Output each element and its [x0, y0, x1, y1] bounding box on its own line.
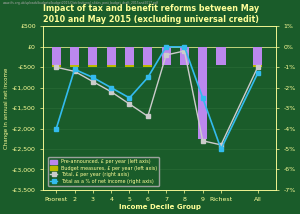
- Bar: [106, 47, 116, 65]
- Bar: [143, 65, 152, 67]
- Legend: Pre-announced, £ per year (left axis), Budget measures, £ per year (left axis), : Pre-announced, £ per year (left axis), B…: [48, 158, 159, 186]
- Bar: [125, 47, 134, 65]
- Bar: [70, 47, 79, 65]
- Bar: [161, 47, 171, 65]
- Bar: [88, 65, 98, 67]
- Bar: [143, 47, 152, 65]
- Bar: [125, 65, 134, 67]
- Bar: [216, 47, 226, 65]
- X-axis label: Income Decile Group: Income Decile Group: [119, 204, 201, 210]
- Bar: [70, 65, 79, 67]
- Bar: [106, 65, 116, 67]
- Text: www.ifs.org.uk/uploads/budgets/budget2015/Distributional_slides_post_budget_draf: www.ifs.org.uk/uploads/budgets/budget201…: [3, 1, 159, 5]
- Bar: [180, 47, 189, 65]
- Bar: [52, 65, 61, 67]
- Bar: [88, 47, 98, 65]
- Text: Impact of tax and benefit reforms between May
2010 and May 2015 (excluding unive: Impact of tax and benefit reforms betwee…: [44, 4, 260, 24]
- Bar: [253, 47, 262, 65]
- Y-axis label: Change in annual net income: Change in annual net income: [4, 67, 9, 149]
- Bar: [198, 47, 207, 139]
- Bar: [52, 47, 61, 65]
- Bar: [253, 65, 262, 67]
